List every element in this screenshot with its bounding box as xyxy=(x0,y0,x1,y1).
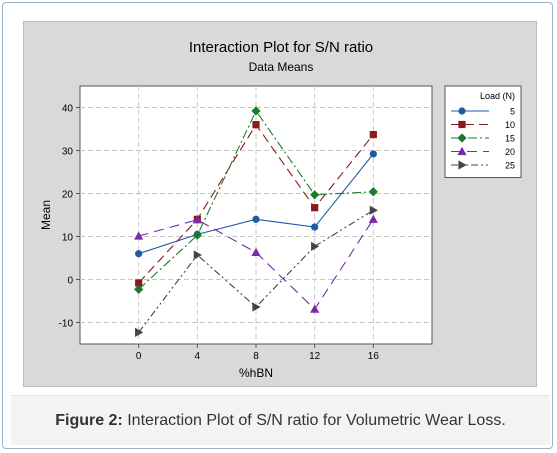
point-20-8 xyxy=(251,247,261,257)
legend-label-5: 5 xyxy=(510,107,515,117)
chart-subtitle: Data Means xyxy=(249,60,314,74)
legend-marker-5 xyxy=(458,107,466,115)
legend-label-25: 25 xyxy=(505,161,515,171)
y-tick-label-0: -10 xyxy=(59,319,74,330)
legend-label-10: 10 xyxy=(505,120,515,130)
point-15-16 xyxy=(368,187,378,197)
y-axis-label: Mean xyxy=(39,200,53,230)
chart-title: Interaction Plot for S/N ratio xyxy=(189,39,373,56)
x-tick-label-4: 16 xyxy=(368,351,380,362)
y-tick-label-2: 10 xyxy=(62,233,74,244)
legend-marker-10 xyxy=(458,120,466,129)
x-axis-label: %hBN xyxy=(239,366,273,380)
point-25-4 xyxy=(193,250,202,260)
point-5-0 xyxy=(135,250,143,258)
caption-label: Figure 2: xyxy=(55,411,123,429)
point-20-12 xyxy=(310,304,320,313)
point-10-16 xyxy=(369,130,377,139)
point-5-16 xyxy=(369,150,377,158)
legend-title: Load (N) xyxy=(480,91,515,101)
point-15-4 xyxy=(192,230,202,240)
y-tick-label-1: 0 xyxy=(67,276,73,287)
point-20-16 xyxy=(368,214,378,223)
point-5-8 xyxy=(252,215,260,223)
caption-text: Interaction Plot of S/N ratio for Volume… xyxy=(122,411,506,429)
point-25-8 xyxy=(252,302,261,312)
point-25-12 xyxy=(311,241,320,251)
point-10-0 xyxy=(135,279,143,287)
legend-box xyxy=(444,85,522,178)
x-tick-label-2: 8 xyxy=(253,351,259,362)
x-tick-label-3: 12 xyxy=(309,351,321,362)
point-5-12 xyxy=(311,223,319,231)
x-tick-label-1: 4 xyxy=(195,351,201,362)
point-20-4 xyxy=(192,215,202,224)
x-tick-label-0: 0 xyxy=(136,351,142,362)
point-15-0 xyxy=(134,284,144,294)
point-10-8 xyxy=(252,121,260,129)
point-25-0 xyxy=(135,327,144,337)
figure-caption: Figure 2: Interaction Plot of S/N ratio … xyxy=(11,395,550,445)
legend-label-15: 15 xyxy=(505,134,515,144)
legend-marker-15 xyxy=(457,133,467,143)
legend-marker-20 xyxy=(457,146,467,156)
legend-label-20: 20 xyxy=(505,147,515,157)
point-25-16 xyxy=(369,205,378,215)
point-20-0 xyxy=(134,231,144,240)
y-tick-label-3: 20 xyxy=(62,190,74,201)
y-tick-label-4: 30 xyxy=(62,147,74,158)
point-15-12 xyxy=(310,190,320,200)
point-10-12 xyxy=(311,204,319,212)
point-15-8 xyxy=(251,106,261,116)
y-tick-label-5: 40 xyxy=(62,104,74,115)
legend-marker-25 xyxy=(458,160,467,170)
